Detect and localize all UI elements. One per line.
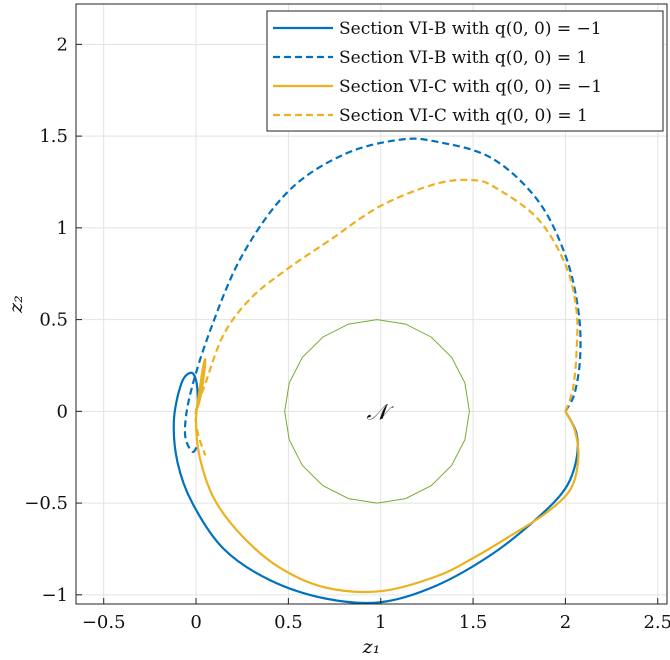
y-tick-label: 0 <box>57 401 68 422</box>
x-axis-label: z₁ <box>362 636 381 658</box>
series-line-3 <box>194 358 580 594</box>
series-layer <box>172 137 582 605</box>
set-N-polygon <box>284 319 470 504</box>
series-line-4 <box>194 178 579 456</box>
legend-box <box>266 10 664 132</box>
y-tick-label: 2 <box>57 34 68 55</box>
series-line-1 <box>172 371 579 605</box>
legend-label: Section VI-C with q(0, 0) = −1 <box>339 77 602 97</box>
x-tick-label: 0.5 <box>274 612 303 633</box>
y-tick-label: 1.5 <box>39 126 68 147</box>
plot-frame <box>75 3 668 605</box>
annotation-N: 𝒩 <box>367 400 395 425</box>
x-tick-label: 1 <box>375 612 386 633</box>
x-tick-label: 2 <box>560 612 571 633</box>
legend-label: Section VI-B with q(0, 0) = 1 <box>339 48 587 68</box>
ticks: −0.5 0 0.5 1 1.5 2 2.5 −1 −0.5 0 0.5 1 1.5 2 <box>24 34 670 633</box>
y-tick-label: −1 <box>41 585 68 606</box>
series-line-2 <box>183 137 582 454</box>
x-tick-label: 0 <box>190 612 201 633</box>
y-tick-label: 1 <box>57 218 68 239</box>
legend-label: Section VI-C with q(0, 0) = 1 <box>339 106 588 126</box>
y-axis-label: z₂ <box>5 295 27 314</box>
legend: Section VI-B with q(0, 0) = −1 Section VI… <box>266 10 664 132</box>
x-tick-label: 1.5 <box>459 612 488 633</box>
y-tick-label: 0.5 <box>39 310 68 331</box>
legend-label: Section VI-B with q(0, 0) = −1 <box>339 19 602 39</box>
y-tick-label: −0.5 <box>24 493 68 514</box>
x-tick-label: −0.5 <box>82 612 126 633</box>
x-tick-label: 2.5 <box>643 612 670 633</box>
